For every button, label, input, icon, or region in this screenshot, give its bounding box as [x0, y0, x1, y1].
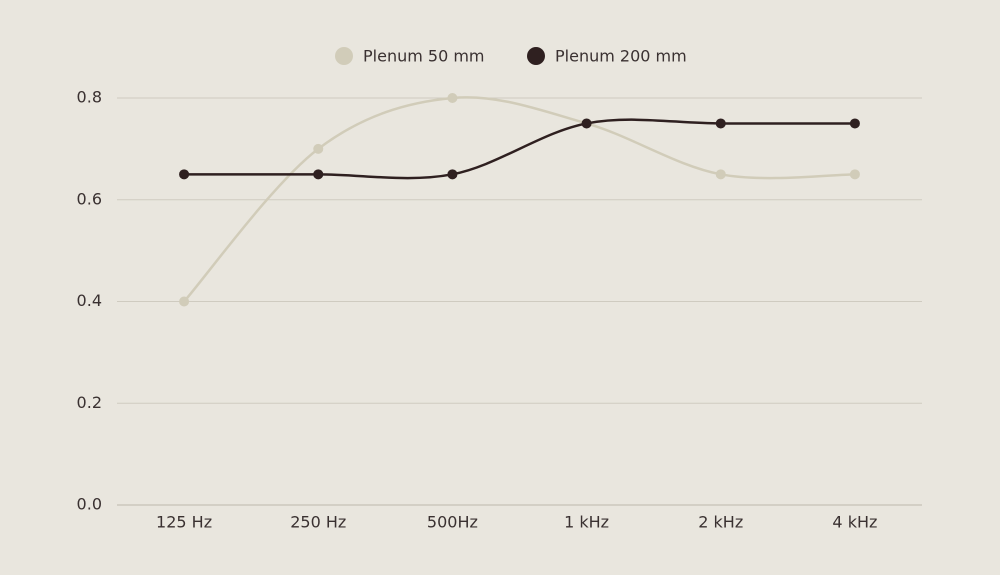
- data-point: [447, 169, 458, 180]
- data-point: [715, 169, 726, 180]
- legend-label[interactable]: Plenum 50 mm: [363, 47, 485, 66]
- data-point: [715, 118, 726, 129]
- y-tick-label: 0.6: [77, 189, 102, 208]
- x-tick-label: 2 kHz: [698, 513, 743, 532]
- data-point: [313, 169, 324, 180]
- series-line: [183, 96, 855, 303]
- x-tick-label: 125 Hz: [156, 513, 212, 532]
- legend-marker[interactable]: [335, 47, 353, 65]
- data-point: [849, 169, 860, 180]
- data-point: [849, 118, 860, 129]
- x-tick-label: 1 kHz: [564, 513, 609, 532]
- data-point: [179, 296, 190, 307]
- x-tick-label: 500Hz: [427, 513, 478, 532]
- y-tick-label: 0.4: [77, 291, 102, 310]
- y-tick-label: 0.2: [77, 393, 102, 412]
- data-point: [581, 118, 592, 129]
- x-tick-label: 250 Hz: [290, 513, 346, 532]
- series-line: [184, 118, 855, 180]
- data-point: [447, 93, 458, 103]
- data-point: [313, 143, 324, 154]
- y-tick-label: 0.8: [77, 88, 102, 107]
- x-tick-label: 4 kHz: [832, 513, 877, 532]
- legend-marker[interactable]: [527, 47, 545, 65]
- y-tick-label: 0.0: [77, 495, 102, 514]
- data-point: [179, 169, 190, 180]
- legend-label[interactable]: Plenum 200 mm: [555, 47, 687, 66]
